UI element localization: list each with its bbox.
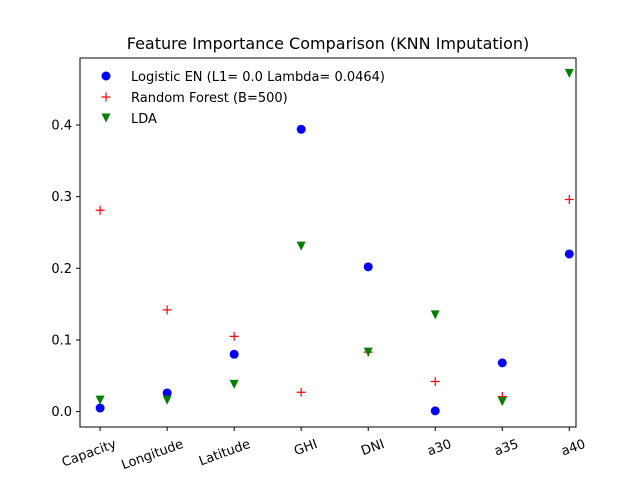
legend-label: Random Forest (B=500) bbox=[131, 91, 288, 106]
y-tick-label: 0.3 bbox=[51, 190, 72, 205]
legend-marker bbox=[101, 92, 111, 102]
data-point-plus bbox=[162, 305, 172, 315]
data-point-triangle-down bbox=[162, 395, 172, 405]
data-point-triangle-down bbox=[296, 241, 306, 251]
data-point-circle bbox=[564, 249, 574, 259]
data-point-circle bbox=[95, 403, 105, 413]
data-point-triangle-down bbox=[497, 397, 507, 407]
data-point-circle bbox=[363, 262, 373, 272]
data-point-triangle-down bbox=[430, 310, 440, 320]
data-point-circle bbox=[296, 124, 306, 134]
plot-frame bbox=[79, 57, 577, 428]
legend-marker bbox=[101, 113, 111, 123]
data-point-circle bbox=[430, 406, 440, 416]
data-point-plus bbox=[564, 195, 574, 205]
y-tick-label: 0.2 bbox=[51, 262, 72, 277]
legend-label: LDA bbox=[131, 112, 157, 127]
data-point-plus bbox=[95, 205, 105, 215]
data-point-circle bbox=[162, 388, 172, 398]
legend-marker bbox=[101, 71, 111, 81]
chart-title: Feature Importance Comparison (KNN Imput… bbox=[127, 34, 530, 53]
data-point-triangle-down bbox=[95, 395, 105, 405]
data-point-triangle-down bbox=[363, 347, 373, 357]
y-tick-label: 0.0 bbox=[51, 405, 72, 420]
data-point-triangle-down bbox=[229, 379, 239, 389]
data-point-plus bbox=[430, 377, 440, 387]
data-point-circle bbox=[229, 349, 239, 359]
y-tick-label: 0.4 bbox=[51, 118, 72, 133]
y-tick-label: 0.1 bbox=[51, 333, 72, 348]
data-point-circle bbox=[497, 358, 507, 368]
data-point-plus bbox=[296, 387, 306, 397]
data-point-plus bbox=[229, 331, 239, 341]
data-point-triangle-down bbox=[564, 68, 574, 78]
legend-label: Logistic EN (L1= 0.0 Lambda= 0.0464) bbox=[131, 70, 385, 85]
